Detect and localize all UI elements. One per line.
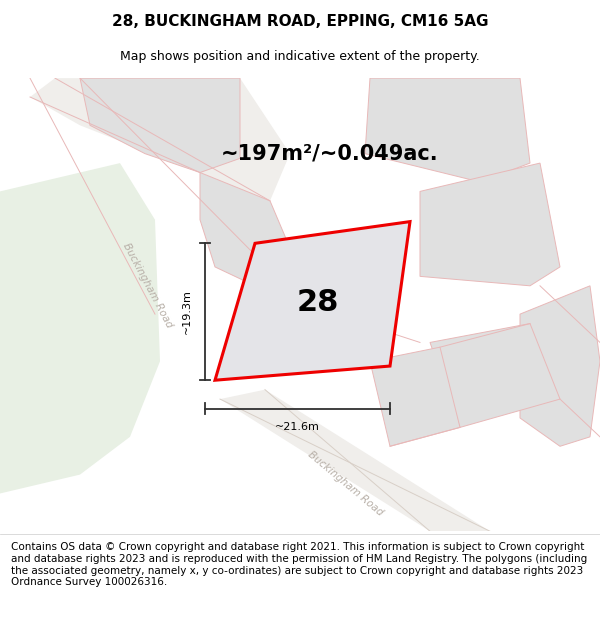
Polygon shape bbox=[215, 222, 410, 380]
Polygon shape bbox=[420, 163, 560, 286]
Text: Buckingham Road: Buckingham Road bbox=[121, 242, 175, 330]
Polygon shape bbox=[520, 286, 600, 446]
Polygon shape bbox=[430, 324, 560, 428]
Text: ~21.6m: ~21.6m bbox=[275, 422, 320, 432]
Text: 28: 28 bbox=[296, 288, 338, 318]
Polygon shape bbox=[365, 78, 530, 182]
Text: Buckingham Road: Buckingham Road bbox=[305, 450, 385, 518]
Polygon shape bbox=[200, 173, 290, 295]
Text: ~197m²/~0.049ac.: ~197m²/~0.049ac. bbox=[221, 144, 439, 164]
Text: 28, BUCKINGHAM ROAD, EPPING, CM16 5AG: 28, BUCKINGHAM ROAD, EPPING, CM16 5AG bbox=[112, 14, 488, 29]
Text: Map shows position and indicative extent of the property.: Map shows position and indicative extent… bbox=[120, 50, 480, 62]
Polygon shape bbox=[0, 163, 160, 494]
Text: Contains OS data © Crown copyright and database right 2021. This information is : Contains OS data © Crown copyright and d… bbox=[11, 542, 587, 588]
Polygon shape bbox=[80, 78, 240, 172]
Text: ~19.3m: ~19.3m bbox=[182, 289, 192, 334]
Polygon shape bbox=[370, 347, 460, 446]
Polygon shape bbox=[220, 389, 490, 531]
Polygon shape bbox=[30, 78, 290, 201]
